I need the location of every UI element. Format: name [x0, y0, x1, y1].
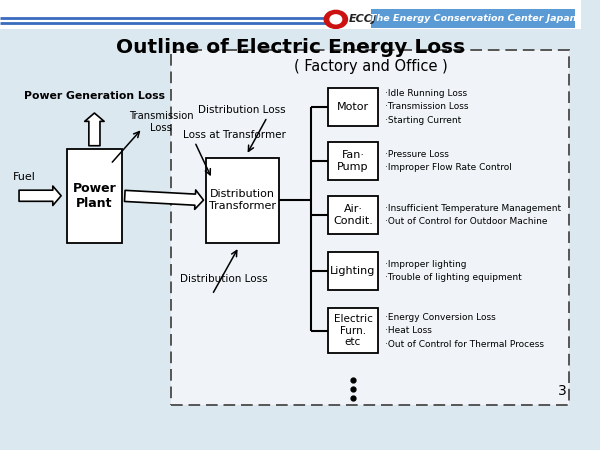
- Text: ·Improper Flow Rate Control: ·Improper Flow Rate Control: [385, 163, 512, 172]
- Text: ·Out of Control for Thermal Process: ·Out of Control for Thermal Process: [385, 340, 544, 349]
- Text: ·Energy Conversion Loss: ·Energy Conversion Loss: [385, 313, 496, 322]
- Text: The Energy Conservation Center Japan: The Energy Conservation Center Japan: [370, 14, 576, 23]
- Bar: [328, 308, 377, 353]
- Text: Outline of Electric Energy Loss: Outline of Electric Energy Loss: [116, 38, 465, 57]
- Bar: [67, 148, 122, 243]
- Bar: [328, 252, 377, 290]
- Text: ·Transmission Loss: ·Transmission Loss: [385, 103, 468, 112]
- Bar: [371, 9, 575, 28]
- Text: ·Pressure Loss: ·Pressure Loss: [385, 149, 449, 159]
- Text: Power Generation Loss: Power Generation Loss: [25, 91, 166, 101]
- Text: Loss at Transformer: Loss at Transformer: [183, 130, 286, 140]
- Bar: [328, 142, 377, 180]
- Bar: [206, 158, 279, 243]
- Bar: [0, 0, 581, 29]
- Text: Power
Plant: Power Plant: [73, 182, 116, 210]
- Text: ·Trouble of lighting equipment: ·Trouble of lighting equipment: [385, 274, 521, 283]
- Text: ·Heat Loss: ·Heat Loss: [385, 326, 431, 335]
- Text: 3: 3: [558, 384, 566, 398]
- Text: Distribution Loss: Distribution Loss: [180, 274, 268, 284]
- Text: Electric
Furn.
etc: Electric Furn. etc: [334, 314, 373, 347]
- Text: Distribution
Transformer: Distribution Transformer: [209, 189, 276, 211]
- Bar: [0, 36, 172, 405]
- Text: Motor: Motor: [337, 102, 369, 112]
- Text: Lighting: Lighting: [330, 266, 376, 276]
- Text: Fuel: Fuel: [13, 172, 35, 182]
- Bar: [172, 50, 569, 405]
- Bar: [328, 196, 377, 234]
- Text: Transmission
Loss: Transmission Loss: [129, 111, 194, 133]
- Text: Distribution Loss: Distribution Loss: [197, 105, 285, 115]
- Circle shape: [324, 10, 347, 28]
- Text: ·Improper lighting: ·Improper lighting: [385, 260, 466, 269]
- Text: ECCJ: ECCJ: [349, 14, 377, 24]
- Text: ( Factory and Office ): ( Factory and Office ): [294, 58, 448, 74]
- Text: ·Starting Current: ·Starting Current: [385, 116, 461, 125]
- Text: Air·
Condit.: Air· Condit.: [333, 204, 373, 226]
- Text: ·Out of Control for Outdoor Machine: ·Out of Control for Outdoor Machine: [385, 217, 547, 226]
- Text: Fan·
Pump: Fan· Pump: [337, 150, 369, 172]
- Circle shape: [330, 15, 341, 24]
- Text: ·Insufficient Temperature Management: ·Insufficient Temperature Management: [385, 203, 561, 213]
- Bar: [328, 88, 377, 126]
- Text: ·Idle Running Loss: ·Idle Running Loss: [385, 89, 467, 98]
